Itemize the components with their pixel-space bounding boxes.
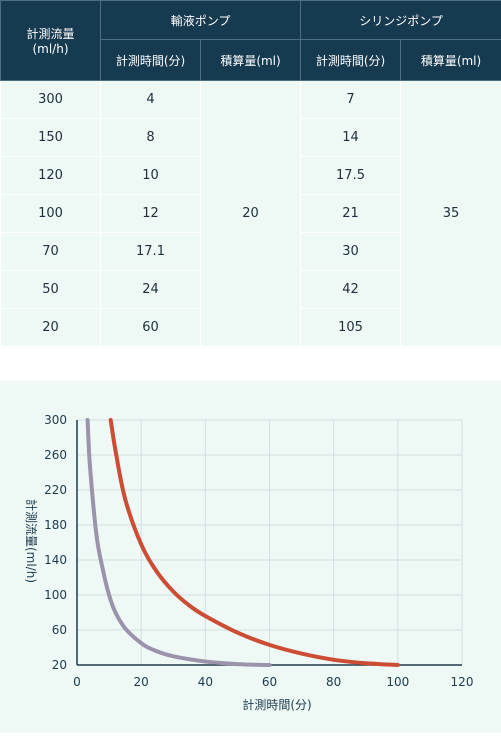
x-tick-label: 20 (134, 675, 149, 689)
x-tick-label: 60 (262, 675, 277, 689)
table-row: 300 4 20 7 35 (1, 81, 501, 119)
y-tick-label: 20 (52, 658, 67, 672)
syringe-volume-header: 積算量(ml) (401, 40, 501, 81)
y-tick-label: 300 (44, 413, 67, 427)
infusion-time-cell: 60 (101, 309, 201, 347)
infusion-time-cell: 12 (101, 195, 201, 233)
flow-rate-header-unit: (ml/h) (1, 42, 100, 56)
y-axis-label: 計測流量(ml/h) (24, 499, 39, 583)
flow-rate-header: 計測流量 (ml/h) (1, 1, 101, 81)
x-tick-label: 40 (198, 675, 213, 689)
syringe-time-cell: 21 (301, 195, 401, 233)
x-tick-label: 120 (451, 675, 474, 689)
flow-cell: 120 (1, 157, 101, 195)
syringe-time-cell: 42 (301, 271, 401, 309)
syringe-time-cell: 105 (301, 309, 401, 347)
series-line-2 (111, 420, 398, 665)
y-tick-label: 260 (44, 448, 67, 462)
x-tick-label: 0 (73, 675, 81, 689)
series (88, 420, 398, 665)
grid (77, 420, 462, 665)
infusion-pump-header: 輸液ポンプ (101, 1, 301, 40)
flow-cell: 50 (1, 271, 101, 309)
y-tick-label: 100 (44, 588, 67, 602)
syringe-time-cell: 30 (301, 233, 401, 271)
infusion-time-cell: 10 (101, 157, 201, 195)
flow-time-chart: 20 60 100 140 180 220 260 300 0 20 40 60 80 100 120 計測… (0, 381, 501, 733)
syringe-pump-header: シリンジポンプ (301, 1, 501, 40)
y-tick-label: 140 (44, 553, 67, 567)
syringe-time-header: 計測時間(分) (301, 40, 401, 81)
chart-panel: 20 60 100 140 180 220 260 300 0 20 40 60 80 100 120 計測… (0, 381, 501, 733)
x-tick-label: 100 (386, 675, 409, 689)
infusion-volume-cell: 20 (201, 81, 301, 347)
syringe-time-cell: 14 (301, 119, 401, 157)
infusion-time-cell: 8 (101, 119, 201, 157)
flow-cell: 70 (1, 233, 101, 271)
syringe-volume-cell: 35 (401, 81, 501, 347)
flow-cell: 150 (1, 119, 101, 157)
infusion-time-header: 計測時間(分) (101, 40, 201, 81)
x-tick-label: 80 (326, 675, 341, 689)
x-axis-label: 計測時間(分) (242, 697, 311, 712)
syringe-time-cell: 17.5 (301, 157, 401, 195)
infusion-time-cell: 17.1 (101, 233, 201, 271)
infusion-time-cell: 24 (101, 271, 201, 309)
infusion-time-cell: 4 (101, 81, 201, 119)
flow-cell: 20 (1, 309, 101, 347)
measurement-table: 計測流量 (ml/h) 輸液ポンプ シリンジポンプ 計測時間(分) 積算量(ml… (0, 0, 501, 347)
tick-labels: 20 60 100 140 180 220 260 300 0 20 40 60 80 100 120 (44, 413, 473, 689)
flow-rate-header-label: 計測流量 (1, 25, 100, 42)
syringe-time-cell: 7 (301, 81, 401, 119)
flow-cell: 100 (1, 195, 101, 233)
y-tick-label: 220 (44, 483, 67, 497)
y-tick-label: 60 (52, 623, 67, 637)
infusion-volume-header: 積算量(ml) (201, 40, 301, 81)
y-tick-label: 180 (44, 518, 67, 532)
flow-cell: 300 (1, 81, 101, 119)
